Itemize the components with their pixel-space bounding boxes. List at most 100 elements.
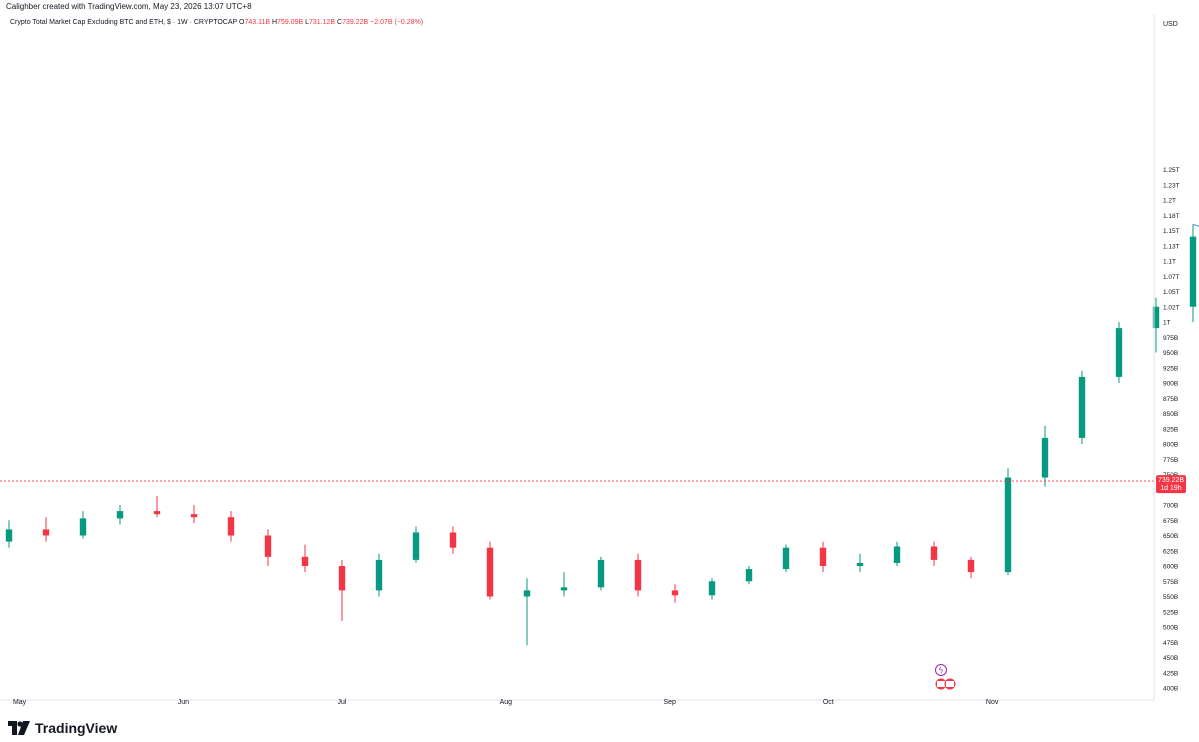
candle-body[interactable]: [5, 529, 13, 542]
candle-body[interactable]: [856, 562, 864, 566]
symbol-title[interactable]: Crypto Total Market Cap Excluding BTC an…: [10, 19, 238, 26]
open-value: 743.11B: [244, 19, 271, 26]
candle-body[interactable]: [523, 590, 531, 597]
candle-body[interactable]: [1041, 437, 1049, 478]
candle-body[interactable]: [597, 559, 605, 588]
y-tick-label: 700B: [1163, 503, 1178, 510]
y-tick-label: 525B: [1163, 609, 1178, 616]
y-tick-label: 950B: [1163, 350, 1178, 357]
x-tick-label: May: [13, 699, 27, 706]
x-tick-label: Oct: [823, 699, 834, 706]
y-tick-label: 1.18T: [1163, 213, 1180, 220]
candle-body[interactable]: [375, 559, 383, 591]
candle-body[interactable]: [893, 546, 901, 563]
candle-body[interactable]: [264, 535, 272, 557]
candle-body[interactable]: [1189, 236, 1197, 307]
candle-body[interactable]: [1004, 477, 1012, 573]
candle-body[interactable]: [1152, 306, 1160, 329]
lightning-icon[interactable]: [935, 664, 947, 676]
open-label: O: [239, 19, 245, 26]
countdown-label: 1d 19h: [1160, 485, 1182, 492]
high-value: 759.09B: [277, 19, 304, 26]
attribution-text: Calighber created with TradingView.com, …: [6, 2, 252, 11]
y-tick-label: 850B: [1163, 411, 1178, 418]
price-badge-bg: [1156, 475, 1186, 494]
candle-body[interactable]: [967, 559, 975, 573]
low-value: 731.12B: [309, 19, 336, 26]
x-tick-label: Sep: [663, 699, 676, 706]
y-tick-label: 675B: [1163, 518, 1178, 525]
close-label: C: [337, 19, 343, 26]
high-label: H: [271, 19, 278, 26]
candle-body[interactable]: [745, 569, 753, 582]
y-tick-label: 625B: [1163, 548, 1178, 555]
y-tick-label: 975B: [1163, 335, 1178, 342]
candle-body[interactable]: [1115, 328, 1123, 377]
x-tick-label: Aug: [500, 699, 513, 706]
y-tick-label: 400B: [1163, 686, 1178, 693]
candle-body[interactable]: [782, 547, 790, 570]
flag-icon-2-inner: [946, 681, 954, 687]
lightning-icon-glyph: ϟ: [939, 666, 944, 675]
symbol-legend: Crypto Total Market Cap Excluding BTC an…: [10, 17, 423, 29]
y-tick-label: 775B: [1163, 457, 1178, 464]
candle-body[interactable]: [819, 547, 827, 566]
candle-body[interactable]: [412, 532, 420, 560]
tradingview-brand: TradingView: [35, 720, 118, 736]
time-axis: May Jun Jul Aug Sep Oct Nov: [13, 699, 999, 706]
y-tick-label: 900B: [1163, 381, 1178, 388]
y-tick-label: 1.13T: [1163, 243, 1180, 250]
candle-body[interactable]: [449, 532, 457, 548]
event-markers: ϟ: [935, 664, 956, 690]
candle-body[interactable]: [486, 547, 494, 597]
price-axis: 1.25T 1.23T 1.2T 1.18T 1.15T 1.13T 1.1T 1.07T 1.…: [1163, 167, 1180, 693]
y-tick-label: 500B: [1163, 625, 1178, 632]
y-tick-label: 1.1T: [1163, 259, 1176, 266]
candle-body[interactable]: [301, 556, 309, 566]
candle-body[interactable]: [227, 517, 235, 536]
tradingview-logo[interactable]: TradingView: [8, 719, 117, 737]
candle-body[interactable]: [634, 559, 642, 591]
y-tick-label: 1.25T: [1163, 167, 1180, 174]
candle-body[interactable]: [79, 518, 87, 536]
x-tick-label: Jun: [178, 699, 189, 706]
candle-body[interactable]: [338, 566, 346, 591]
y-tick-label: 825B: [1163, 426, 1178, 433]
close-value: 739.22B: [342, 19, 369, 26]
y-tick-label: 800B: [1163, 442, 1178, 449]
y-tick-label: 600B: [1163, 564, 1178, 571]
candle-body[interactable]: [1078, 376, 1086, 438]
y-tick-label: 650B: [1163, 533, 1178, 540]
tradingview-logo-icon: [8, 721, 30, 735]
low-label: L: [305, 19, 309, 26]
attribution-bar: Calighber created with TradingView.com, …: [0, 0, 1199, 14]
y-tick-label: 925B: [1163, 365, 1178, 372]
x-tick-label: Jul: [338, 699, 347, 706]
candles-layer: [5, 224, 1197, 646]
y-tick-label: 1.05T: [1163, 289, 1180, 296]
candle-body[interactable]: [708, 581, 716, 596]
candle-body[interactable]: [42, 529, 50, 536]
y-tick-label: 1.2T: [1163, 198, 1176, 205]
y-tick-label: 425B: [1163, 670, 1178, 677]
candle-body[interactable]: [560, 587, 568, 591]
candle-body[interactable]: [671, 590, 679, 596]
x-tick-label: Nov: [986, 699, 999, 706]
y-tick-label: 475B: [1163, 640, 1178, 647]
candle-body[interactable]: [153, 511, 161, 515]
candle-body[interactable]: [930, 546, 938, 560]
y-tick-label: 1.15T: [1163, 228, 1180, 235]
candle-body[interactable]: [116, 511, 124, 519]
y-tick-label: 1.02T: [1163, 304, 1180, 311]
y-tick-label: 1.23T: [1163, 182, 1180, 189]
y-tick-label: 450B: [1163, 655, 1178, 662]
price-axis-currency: USD: [1163, 21, 1178, 28]
candle-body[interactable]: [190, 514, 198, 518]
y-tick-label: 550B: [1163, 594, 1178, 601]
y-tick-label: 1.07T: [1163, 274, 1180, 281]
current-price-badge: 739.22B 1d 19h: [1156, 475, 1186, 494]
y-tick-label: 575B: [1163, 579, 1178, 586]
change-value: −2.07B (−0.28%): [370, 19, 424, 26]
current-price-label: 739.22B: [1158, 477, 1184, 484]
